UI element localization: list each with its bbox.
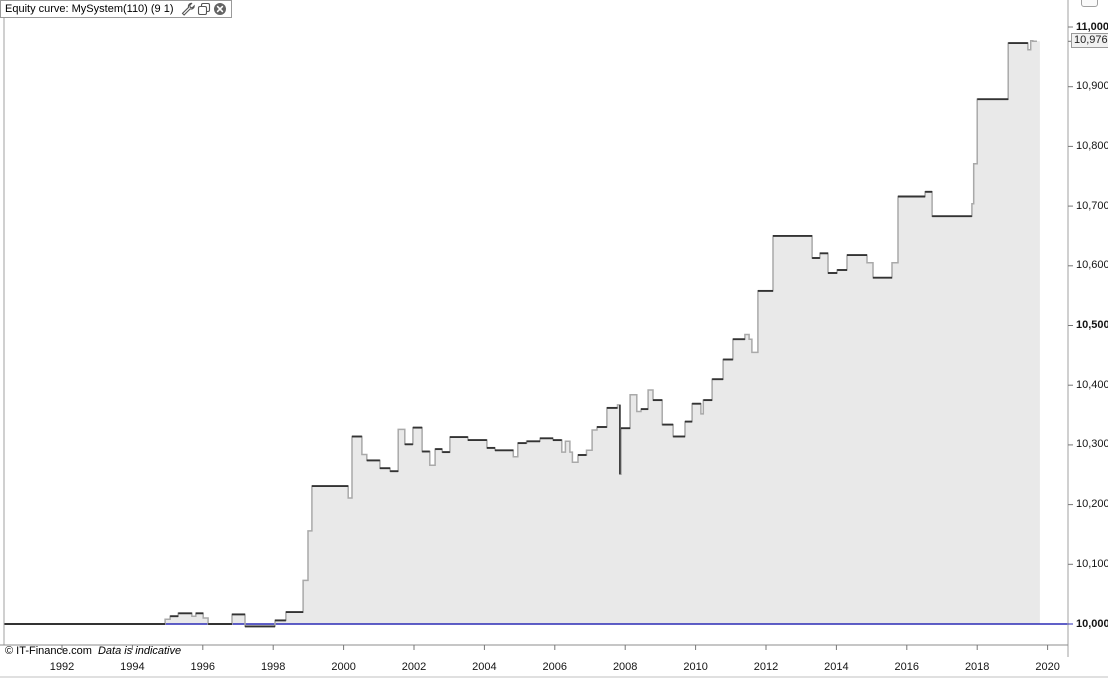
duplicate-icon[interactable] [197, 2, 211, 16]
last-price-marker: 10,976 [1071, 33, 1108, 49]
equity-area-fill [3, 40, 1040, 627]
last-price-label: 10,976 [1074, 34, 1108, 47]
close-icon[interactable] [213, 2, 227, 16]
panel-title: Equity curve: MySystem(110) (9 1) [5, 2, 174, 15]
indicative-note: Data is indicative [97, 645, 182, 657]
panel-handle-icon[interactable] [1081, 0, 1098, 7]
chart-footer: © IT-Finance.com Data is indicative [5, 645, 181, 658]
copyright-text: © IT-Finance.com [5, 645, 92, 657]
panel-title-bar[interactable]: Equity curve: MySystem(110) (9 1) [0, 0, 232, 18]
wrench-icon[interactable] [181, 2, 195, 16]
